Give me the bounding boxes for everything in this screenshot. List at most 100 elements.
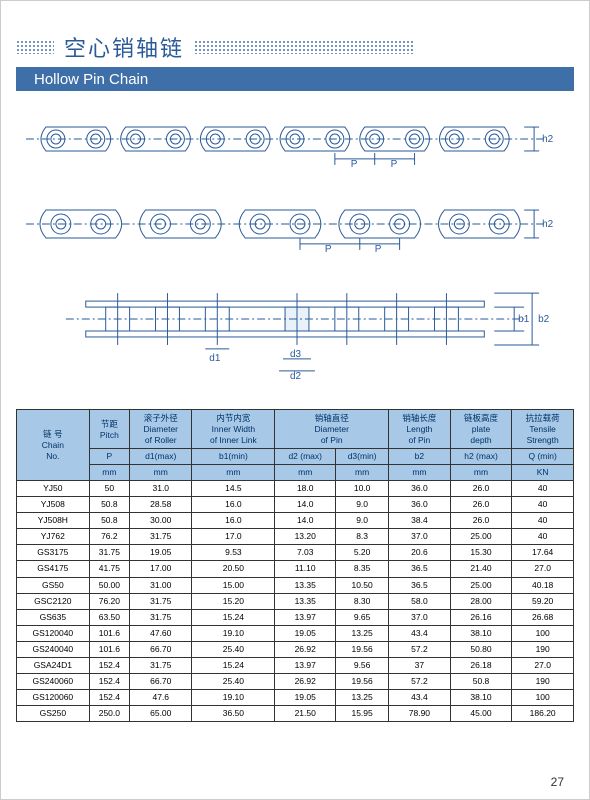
table-cell: 152.4 — [89, 657, 129, 673]
header: 空心销轴链 Hollow Pin Chain — [1, 31, 589, 91]
table-cell: 11.10 — [275, 561, 336, 577]
dim-d1: d1 — [209, 353, 221, 364]
page-number: 27 — [551, 775, 564, 789]
table-cell: 31.0 — [130, 481, 192, 497]
hdr-d3-unit: mm — [336, 465, 389, 481]
table-cell: YJ508 — [17, 497, 90, 513]
title-english-bar: Hollow Pin Chain — [16, 67, 574, 91]
table-cell: GS250 — [17, 705, 90, 721]
table-cell: 65.00 — [130, 705, 192, 721]
table-cell: 31.75 — [130, 529, 192, 545]
table-cell: 40 — [512, 529, 574, 545]
hdr-pitch-sym: P — [89, 449, 129, 465]
table-cell: 21.50 — [275, 705, 336, 721]
table-cell: 186.20 — [512, 705, 574, 721]
table-cell: 16.0 — [192, 497, 275, 513]
hdr-pinlen-sym: b2 — [389, 449, 451, 465]
table-row: YJ508H50.830.0016.014.09.038.426.040 — [17, 513, 574, 529]
table-cell: 26.92 — [275, 641, 336, 657]
table-cell: 40 — [512, 497, 574, 513]
table-cell: 28.00 — [450, 593, 512, 609]
hdr-plate-sym: h2 (max) — [450, 449, 512, 465]
chain-side-view-1: P P h2 — [26, 109, 564, 169]
table-cell: GSA24D1 — [17, 657, 90, 673]
dots-left — [16, 40, 54, 54]
hdr-pin-dia: 销轴直径 Diameter of Pin — [275, 410, 389, 449]
table-cell: 26.18 — [450, 657, 512, 673]
table-cell: 25.40 — [192, 673, 275, 689]
table-cell: 10.0 — [336, 481, 389, 497]
table-cell: YJ762 — [17, 529, 90, 545]
chain-section-view: d1 d3 d2 b1 b2 — [26, 279, 564, 379]
table-cell: 27.0 — [512, 561, 574, 577]
table-cell: 20.50 — [192, 561, 275, 577]
table-cell: 15.20 — [192, 593, 275, 609]
table-cell: 15.24 — [192, 657, 275, 673]
table-row: GS63563.5031.7515.2413.979.6537.026.1626… — [17, 609, 574, 625]
table-cell: GSC2120 — [17, 593, 90, 609]
table-cell: 13.20 — [275, 529, 336, 545]
table-cell: 13.35 — [275, 577, 336, 593]
hdr-inner-sym: b1(min) — [192, 449, 275, 465]
table-cell: 50.8 — [89, 513, 129, 529]
hdr-pitch-unit: mm — [89, 465, 129, 481]
table-cell: 13.97 — [275, 657, 336, 673]
table-cell: 58.0 — [389, 593, 451, 609]
table-cell: 19.56 — [336, 673, 389, 689]
table-cell: 5.20 — [336, 545, 389, 561]
table-cell: 13.35 — [275, 593, 336, 609]
table-row: YJ505031.014.518.010.036.026.040 — [17, 481, 574, 497]
table-cell: 63.50 — [89, 609, 129, 625]
table-cell: 13.25 — [336, 625, 389, 641]
table-cell: 19.10 — [192, 625, 275, 641]
table-cell: 50.8 — [450, 673, 512, 689]
table-row: GSC212076.2031.7515.2013.358.3058.028.00… — [17, 593, 574, 609]
table-cell: 10.50 — [336, 577, 389, 593]
dots-right — [194, 40, 414, 54]
table-row: GS240060152.466.7025.4026.9219.5657.250.… — [17, 673, 574, 689]
table-cell: 13.25 — [336, 689, 389, 705]
table-cell: 38.10 — [450, 625, 512, 641]
table-cell: GS4175 — [17, 561, 90, 577]
title-chinese: 空心销轴链 — [54, 31, 194, 63]
table-cell: 50.80 — [450, 641, 512, 657]
table-cell: 25.00 — [450, 577, 512, 593]
table-cell: GS240040 — [17, 641, 90, 657]
table-cell: 17.64 — [512, 545, 574, 561]
table-cell: 9.53 — [192, 545, 275, 561]
table-cell: 26.68 — [512, 609, 574, 625]
table-cell: 37.0 — [389, 609, 451, 625]
hdr-inner-unit: mm — [192, 465, 275, 481]
table-row: GS120060152.447.619.1019.0513.2543.438.1… — [17, 689, 574, 705]
dim-b1: b1 — [518, 314, 530, 325]
hdr-roller: 滚子外径 Diameter of Roller — [130, 410, 192, 449]
hdr-roller-sym: d1(max) — [130, 449, 192, 465]
table-cell: 43.4 — [389, 689, 451, 705]
table-cell: 47.6 — [130, 689, 192, 705]
table-cell: GS240060 — [17, 673, 90, 689]
table-cell: 26.92 — [275, 673, 336, 689]
table-cell: GS635 — [17, 609, 90, 625]
table-cell: 26.0 — [450, 497, 512, 513]
table-cell: 27.0 — [512, 657, 574, 673]
table-cell: 15.00 — [192, 577, 275, 593]
table-row: YJ76276.231.7517.013.208.337.025.0040 — [17, 529, 574, 545]
table-cell: 66.70 — [130, 641, 192, 657]
table-cell: 25.00 — [450, 529, 512, 545]
hdr-roller-unit: mm — [130, 465, 192, 481]
hdr-tensile-sym: Q (min) — [512, 449, 574, 465]
table-row: YJ50850.828.5816.014.09.036.026.040 — [17, 497, 574, 513]
dim-d3: d3 — [290, 349, 302, 360]
hdr-pinlen-unit: mm — [389, 465, 451, 481]
table-cell: 31.75 — [89, 545, 129, 561]
table-cell: 30.00 — [130, 513, 192, 529]
table-cell: GS3175 — [17, 545, 90, 561]
table-cell: 25.40 — [192, 641, 275, 657]
table-row: GS120040101.647.6019.1019.0513.2543.438.… — [17, 625, 574, 641]
table-cell: 15.95 — [336, 705, 389, 721]
hdr-inner: 内节内宽 Inner Width of Inner Link — [192, 410, 275, 449]
table-cell: 38.4 — [389, 513, 451, 529]
table-cell: 14.5 — [192, 481, 275, 497]
technical-diagram: P P h2 — [26, 109, 564, 399]
table-cell: 31.00 — [130, 577, 192, 593]
